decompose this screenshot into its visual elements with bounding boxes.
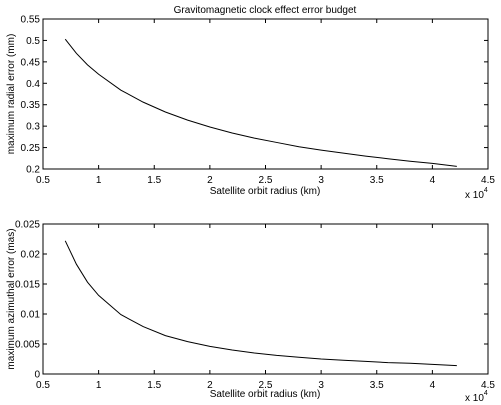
x-ticks: 0.5 1 1.5 2 2.5 3 3.5 4 4.5	[36, 224, 495, 391]
x-tick-label: 3.5	[370, 380, 384, 391]
y-axis-label: maximum radial error (mm)	[6, 34, 17, 155]
y-tick-label: 0.2	[26, 165, 40, 176]
x-tick-label: 0.5	[36, 175, 50, 186]
chart-radial: Gravitomagnetic clock effect error budge…	[6, 5, 495, 201]
x-tick-label: 2	[207, 175, 213, 186]
plot-area-frame	[42, 18, 489, 170]
y-tick-label: 0.3	[26, 122, 40, 133]
x-axis-label: Satellite orbit radius (km)	[210, 186, 321, 197]
y-tick-label: 0.5	[26, 36, 40, 47]
y-tick-label: 0.02	[21, 250, 41, 261]
y-ticks: 0.2 0.25 0.3 0.35 0.4 0.45 0.5 0.55	[21, 15, 488, 176]
chart-title: Gravitomagnetic clock effect error budge…	[174, 5, 357, 16]
x-tick-label: 1.5	[147, 380, 161, 391]
x-tick-label: 2.5	[259, 175, 273, 186]
y-tick-label: 0.55	[21, 15, 41, 26]
x-multiplier: x 104	[465, 390, 488, 404]
x-tick-label: 1	[96, 175, 102, 186]
plot-area-frame	[42, 223, 489, 375]
x-tick-label: 1.5	[147, 175, 161, 186]
x-axis-label: Satellite orbit radius (km)	[210, 389, 321, 400]
series-line	[64, 38, 457, 167]
y-ticks: 0 0.005 0.01 0.015 0.02 0.025	[15, 220, 488, 381]
y-tick-label: 0.45	[21, 57, 41, 68]
x-tick-label: 3	[318, 380, 324, 391]
x-tick-label: 0.5	[36, 380, 50, 391]
y-tick-label: 0.015	[15, 280, 40, 291]
x-tick-label: 4.5	[481, 380, 495, 391]
x-tick-label: 3.5	[370, 175, 384, 186]
x-multiplier: x 104	[465, 187, 488, 201]
y-axis-label: maximum azimuthal error (mas)	[6, 228, 17, 369]
x-tick-label: 2	[207, 380, 213, 391]
x-tick-label: 3	[318, 175, 324, 186]
x-ticks: 0.5 1 1.5 2 2.5 3 3.5 4 4.5	[36, 19, 495, 186]
y-tick-label: 0.35	[21, 100, 41, 111]
y-tick-label: 0.01	[21, 310, 41, 321]
y-tick-label: 0.025	[15, 220, 40, 231]
x-tick-label: 4.5	[481, 175, 495, 186]
x-tick-label: 2.5	[259, 380, 273, 391]
series-line	[64, 240, 457, 367]
x-tick-label: 4	[430, 175, 436, 186]
chart-azimuthal: 0.5 1 1.5 2 2.5 3 3.5 4 4.5 00.0050.010.0150.020…	[6, 220, 495, 405]
y-tick-label: 0.25	[21, 143, 41, 154]
x-tick-label: 4	[430, 380, 436, 391]
y-tick-label: 0.4	[26, 79, 40, 90]
y-tick-label: 0	[34, 370, 40, 381]
x-tick-label: 1	[96, 380, 102, 391]
y-tick-label: 0.005	[15, 340, 40, 351]
